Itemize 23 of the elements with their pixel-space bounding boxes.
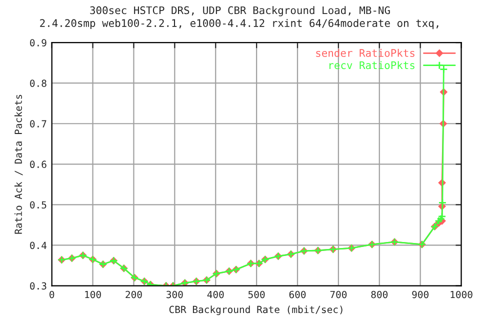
chart-subtitle: 2.4.20smp web100-2.2.1, e1000-4.4.12 rxint 64/64moderate on txq,	[40, 18, 438, 30]
x-axis-title: CBR Background Rate (mbit/sec)	[169, 306, 342, 316]
y-axis-title: Ratio Ack / Data Packets	[14, 94, 23, 234]
x-tick-label: 700	[330, 290, 347, 298]
x-tick-label: 900	[412, 290, 428, 298]
x-tick-label: 800	[371, 290, 388, 298]
y-tick-label: 0.5	[30, 201, 46, 209]
x-tick-label: 600	[289, 290, 306, 298]
y-tick-label: 0.9	[30, 39, 46, 46]
y-tick-label: 0.7	[30, 120, 46, 128]
x-tick-label: 200	[126, 290, 142, 298]
x-tick-label: 1000	[450, 290, 472, 298]
x-tick-label: 0	[50, 290, 54, 298]
y-tick-label: 0.6	[30, 160, 46, 168]
legend-label: recv RatioPkts	[329, 61, 414, 70]
chart-title: 300sec HSTCP DRS, UDP CBR Background Load, MB-NG	[90, 6, 390, 16]
x-tick-label: 100	[85, 290, 101, 298]
y-tick-label: 0.4	[30, 242, 47, 250]
x-tick-label: 300	[166, 290, 183, 298]
y-tick-label: 0.8	[30, 80, 46, 87]
y-tick-label: 0.3	[30, 282, 46, 290]
x-tick-label: 500	[248, 290, 265, 298]
x-tick-label: 400	[207, 290, 224, 298]
